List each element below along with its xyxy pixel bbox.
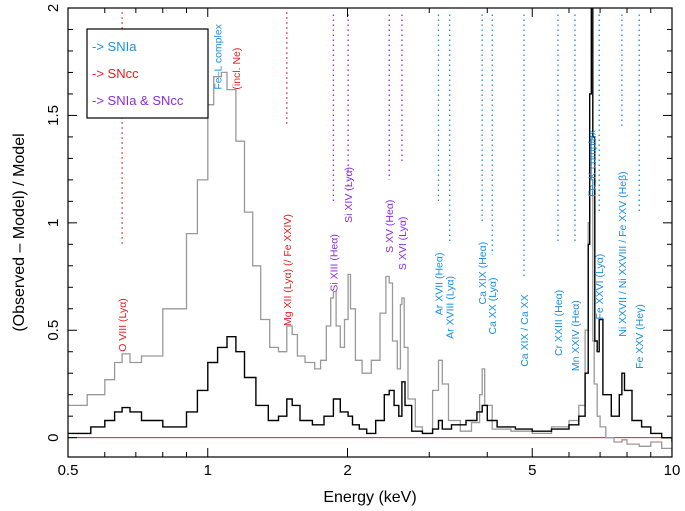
x-axis-label: Energy (keV) (323, 489, 416, 506)
y-axis-label: (Observed – Model) / Model (11, 133, 28, 331)
line-label-16: Fe XXVI (Lyα) (594, 254, 606, 320)
series-layer (68, 8, 672, 455)
y-tick-label-2: 1 (45, 219, 62, 227)
x-tick-label-4: 10 (664, 462, 681, 479)
legend-entry-0: -> SNIa (92, 39, 137, 54)
line-label-17: Ni XXVII / Ni XXVIII / Fe XXV (Heβ) (617, 171, 629, 336)
series-line-1 (68, 8, 672, 442)
series-line-0 (68, 71, 672, 455)
x-tick-label-3: 5 (528, 462, 536, 479)
x-tick-label-2: 2 (343, 462, 351, 479)
line-label-7: S XVI (Lyα) (397, 217, 409, 271)
plot-frame (67, 7, 673, 458)
line-label-5: Si XIV (Lyα) (343, 167, 355, 223)
legend: -> SNIa -> SNcc -> SNIa & SNcc (86, 28, 209, 119)
line-label-0: O VIII (Lyα) (117, 298, 129, 352)
line-label-4: Si XIII (Heα) (328, 234, 340, 291)
y-tick-label-1: 0.5 (45, 320, 62, 341)
line-label-layer: O VIII (Lyα) Fe–L complex (incl. Ne) Mg XII… (117, 23, 646, 371)
line-label-2: (incl. Ne) (231, 48, 243, 90)
line-label-3: Mg XII (Lyα) (/ Fe XXIV) (282, 214, 294, 326)
legend-entry-1: -> SNcc (92, 66, 139, 81)
line-label-15: Fe–K complex (586, 129, 598, 197)
y-tick-label-0: 0 (45, 433, 62, 441)
line-label-11: Ca XX (Lyα) (487, 278, 499, 335)
line-label-12: Ca XIX / Ca XX (519, 294, 531, 366)
legend-entry-2: -> SNIa & SNcc (92, 93, 184, 108)
line-label-6: S XV (Heα) (384, 200, 396, 253)
y-tick-label-4: 2 (45, 4, 62, 12)
line-label-1: Fe–L complex (213, 23, 225, 89)
line-label-13: Cr XXIII (Heα) (553, 290, 565, 356)
line-label-18: Fe XXV (Heγ) (634, 304, 646, 369)
line-label-10: Ca XIX (Heα) (477, 242, 489, 305)
line-label-14: Mn XXIV (Heα) (570, 300, 582, 371)
legend-box (86, 28, 209, 119)
line-label-9: Ar XVIII (Lyα) (445, 276, 457, 339)
line-label-8: Ar XVII (Heα) (433, 253, 445, 316)
line-marker-layer (121, 12, 640, 277)
x-tick-label-1: 1 (204, 462, 212, 479)
axes-layer: 0.5 1 2 5 10 0 0.5 1 1.5 2 Energy (keV) (Observed –… (11, 4, 680, 506)
x-tick-label-0: 0.5 (58, 462, 79, 479)
y-tick-label-3: 1.5 (45, 105, 62, 126)
